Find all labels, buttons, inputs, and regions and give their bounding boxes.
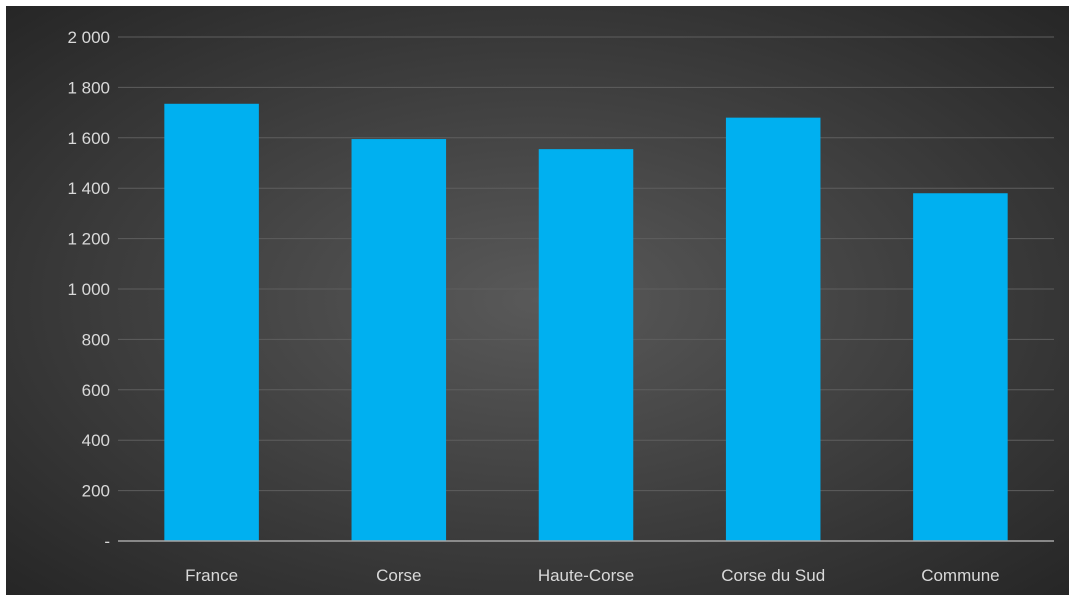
y-tick-label: 1 200 <box>67 230 110 249</box>
bar-commune <box>913 193 1008 542</box>
bar-corse-du-sud <box>725 117 821 541</box>
x-category-label: Corse du Sud <box>721 566 825 585</box>
y-axis-ticks: - 200 400 600 800 1 000 1 200 1 400 1 600 1 800 2 … <box>67 28 110 551</box>
x-axis-labels: France Corse Haute-Corse Corse du Sud Commun… <box>185 566 999 585</box>
y-tick-label: 600 <box>82 381 110 400</box>
y-tick-label: 1 600 <box>67 129 110 148</box>
y-tick-label: 1 400 <box>67 179 110 198</box>
bar-haute-corse <box>538 149 634 541</box>
bar-chart: - 200 400 600 800 1 000 1 200 1 400 1 600 1 800 2 … <box>67 28 1054 585</box>
y-tick-label: 800 <box>82 330 110 349</box>
y-tick-label: 400 <box>82 431 110 450</box>
bar-corse <box>351 139 447 541</box>
y-tick-label: 1 000 <box>67 280 110 299</box>
x-category-label: Corse <box>376 566 421 585</box>
x-category-label: Haute-Corse <box>538 566 634 585</box>
bars <box>164 103 1008 542</box>
chart-frame: - 200 400 600 800 1 000 1 200 1 400 1 600 1 800 2 … <box>6 6 1069 595</box>
y-tick-label: 1 800 <box>67 78 110 97</box>
y-tick-label: 200 <box>82 482 110 501</box>
bar-france <box>164 103 259 541</box>
x-category-label: France <box>185 566 238 585</box>
x-category-label: Commune <box>921 566 999 585</box>
y-tick-label: 2 000 <box>67 28 110 47</box>
y-tick-label: - <box>104 532 110 551</box>
